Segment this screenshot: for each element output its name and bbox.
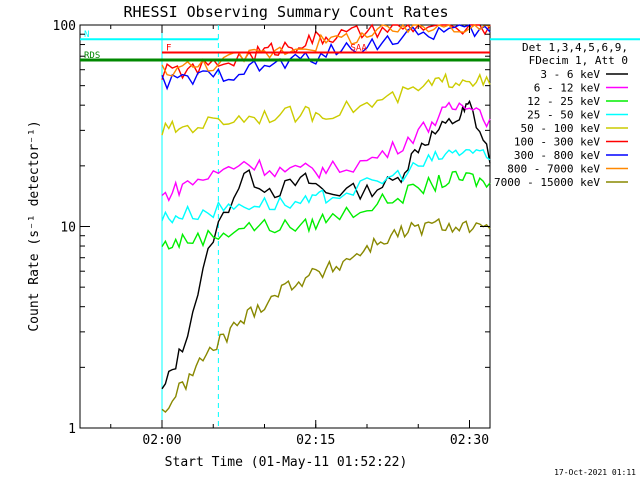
legend-entry-label-3: 25 - 50 keV [527,109,600,122]
legend-entry-label-6: 300 - 800 keV [514,149,600,162]
series-line-5 [161,23,491,80]
y-tick-label-2: 100 [53,19,76,34]
legend-entry-label-2: 12 - 25 keV [527,95,600,108]
series-line-2 [161,170,491,250]
x-axis-label: Start Time (01-May-11 01:52:22) [165,455,408,470]
series-line-4 [161,72,491,136]
legend-entry-label-4: 50 - 100 keV [521,122,601,135]
legend-header-line-1: Det 1,3,4,5,6,9, [522,41,628,54]
flag-lines: NNFSAARDS [80,30,640,62]
axis-ticks: 02:00 02:15 02:30 1 10 100 [53,19,490,448]
series-line-1 [161,101,491,202]
legend-entry-label-5: 100 - 300 keV [514,136,600,149]
flag-label-4: RDS [84,51,100,61]
flag-label-0: N [84,30,89,40]
series-lines [161,23,491,413]
x-tick-label-0: 02:00 [142,433,181,448]
x-tick-label-2: 02:30 [450,433,489,448]
vertical-markers [161,25,219,428]
legend-entry-label-8: 7000 - 15000 keV [494,176,600,189]
x-tick-label-1: 02:15 [296,433,335,448]
legend-entry-label-1: 6 - 12 keV [534,82,601,95]
plot-frame [79,24,491,429]
series-line-0 [161,99,491,390]
legend-entry-label-7: 800 - 7000 keV [507,163,600,176]
flag-label-2: F [166,44,171,54]
flag-label-3: SAA [351,44,368,54]
series-line-3 [161,148,491,224]
y-tick-label-1: 10 [60,221,76,236]
legend: Det 1,3,4,5,6,9, FDecim 1, Att 0 3 - 6 k… [494,41,628,189]
y-axis-label: Count Rate (s⁻¹ detector⁻¹) [27,120,42,331]
legend-header-line-2: FDecim 1, Att 0 [529,54,628,67]
y-tick-label-0: 1 [68,422,76,437]
series-line-7 [161,23,491,77]
series-line-8 [161,217,491,413]
legend-entry-label-0: 3 - 6 keV [540,68,600,81]
timestamp: 17-Oct-2021 01:11 [554,468,636,477]
series-line-6 [161,24,491,91]
chart-title: RHESSI Observing Summary Count Rates [123,3,448,21]
